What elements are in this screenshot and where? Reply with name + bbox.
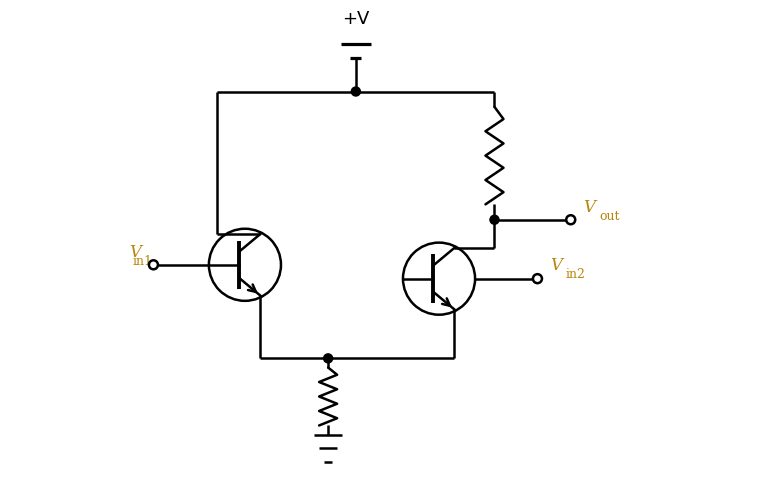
Text: +V: +V [342,10,369,28]
Text: in2: in2 [566,268,586,282]
Circle shape [323,354,333,363]
Circle shape [351,87,360,96]
Text: V: V [583,199,595,216]
Text: in1: in1 [133,255,153,267]
Text: out: out [599,209,619,223]
Circle shape [490,215,499,224]
Text: V: V [550,258,562,274]
Text: V: V [129,244,141,261]
